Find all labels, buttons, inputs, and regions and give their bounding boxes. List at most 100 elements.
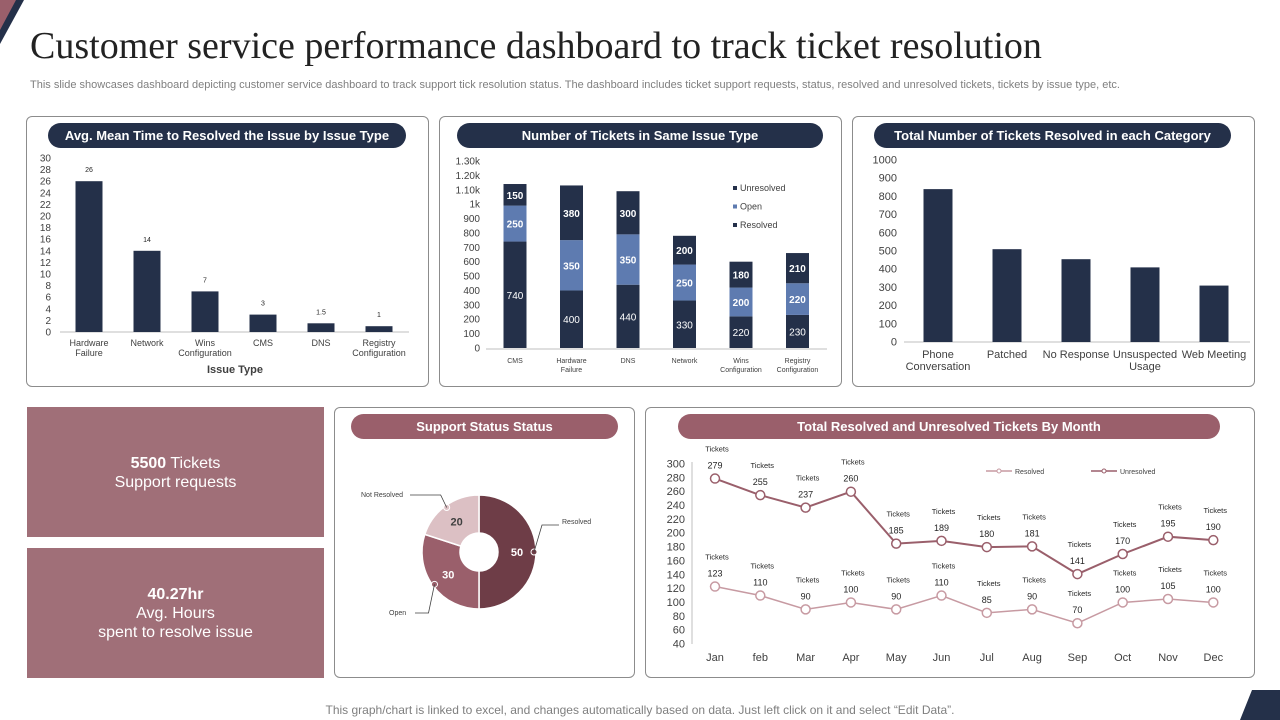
- data-point-tag: Tickets: [1158, 503, 1182, 512]
- y-tick-label: 2: [45, 316, 51, 327]
- segment-value-label: 220: [733, 328, 750, 339]
- bar-value-label: 3: [261, 301, 265, 308]
- y-tick-label: 6: [45, 293, 51, 304]
- data-point-tag: Tickets: [751, 461, 775, 470]
- data-value-label: 85: [982, 595, 992, 605]
- data-value-label: 190: [1206, 522, 1221, 532]
- data-point-tag: Tickets: [1068, 589, 1092, 598]
- y-tick-label: 80: [673, 611, 685, 623]
- y-tick-label: 1.30k: [456, 157, 481, 168]
- data-value-label: 100: [1206, 584, 1221, 594]
- data-value-label: 141: [1070, 556, 1085, 566]
- y-tick-label: 140: [667, 569, 685, 581]
- data-point-tag: Tickets: [796, 474, 820, 483]
- x-tick-label: Phone: [922, 349, 954, 361]
- data-point: [1026, 604, 1038, 615]
- data-point-tag: Tickets: [977, 579, 1001, 588]
- data-point: [755, 489, 766, 501]
- data-value-label: 100: [1115, 584, 1130, 594]
- y-tick-label: 1.10k: [456, 185, 481, 196]
- x-tick-label: Registry: [785, 358, 811, 365]
- bar: [365, 326, 393, 332]
- y-tick-label: 60: [673, 625, 685, 637]
- y-tick-label: 800: [879, 191, 897, 203]
- data-point-tag: Tickets: [1022, 575, 1046, 584]
- x-tick-label: Oct: [1114, 652, 1131, 664]
- x-tick-label: Hardware: [556, 358, 586, 365]
- data-point-tag: Tickets: [977, 513, 1001, 522]
- bar-value-label: 1.5: [316, 309, 326, 316]
- data-point-tag: Tickets: [1022, 512, 1046, 521]
- x-tick-label: Jan: [706, 652, 724, 664]
- x-tick-label: Network: [130, 338, 164, 348]
- x-tick-label: Patched: [987, 349, 1027, 361]
- bar-value-label: 14: [143, 237, 151, 244]
- y-tick-label: 12: [40, 258, 52, 269]
- data-value-label: 123: [707, 569, 722, 579]
- segment-value-label: 440: [620, 312, 637, 323]
- bar: [923, 189, 953, 342]
- data-value-label: 90: [1027, 591, 1037, 601]
- x-tick-label: CMS: [253, 338, 273, 348]
- data-point: [936, 535, 947, 547]
- stack-segment: [503, 241, 527, 348]
- data-point-tag: Tickets: [705, 553, 729, 562]
- bar: [1061, 259, 1091, 342]
- resolved-category-panel: 0 100 200 300 400 500 600 700 800 900 1000 Phone Con…: [852, 116, 1255, 387]
- segment-value-label: 300: [620, 209, 637, 220]
- y-tick-label: 200: [879, 300, 897, 312]
- resolved-category-title: Total Number of Tickets Resolved in each…: [874, 123, 1231, 148]
- y-tick-label: 1k: [469, 200, 481, 211]
- data-point-tag: Tickets: [1113, 568, 1137, 577]
- x-tick-label: Hardware: [69, 338, 108, 348]
- stack-segment: [560, 290, 583, 348]
- slice-value-label: 30: [442, 569, 454, 581]
- avg-time-chart: 02468101214161820222426283026HardwareFai…: [40, 154, 409, 376]
- data-point: [1117, 597, 1128, 608]
- support-status-chart: 50 30 20 Resolved Open Not Resolved: [361, 492, 591, 617]
- y-tick-label: 30: [40, 154, 52, 165]
- segment-value-label: 220: [789, 295, 806, 306]
- segment-value-label: 210: [789, 264, 806, 275]
- y-tick-label: 200: [667, 528, 685, 540]
- x-tick-label: DNS: [621, 358, 636, 365]
- bar-value-label: 26: [85, 167, 93, 174]
- y-tick-label: 120: [667, 583, 685, 595]
- data-point-tag: Tickets: [1204, 506, 1228, 515]
- data-point-tag: Tickets: [751, 562, 775, 571]
- x-tick-label: DNS: [311, 338, 330, 348]
- y-tick-label: 1.20k: [456, 171, 481, 182]
- data-value-label: 110: [934, 578, 948, 588]
- bar: [133, 250, 161, 332]
- slice-value-label: 50: [511, 547, 523, 559]
- bar: [1130, 267, 1160, 342]
- stack-segment: [786, 283, 809, 315]
- x-tick-label: Web Meeting: [1182, 349, 1247, 361]
- bar: [1199, 285, 1229, 342]
- data-point-tag: Tickets: [1113, 520, 1137, 529]
- legend-swatch: [733, 186, 737, 190]
- y-tick-label: 800: [463, 228, 480, 239]
- data-point-tag: Tickets: [1158, 565, 1182, 574]
- bar-value-label: 1: [377, 312, 381, 319]
- donut-slice: [478, 494, 537, 610]
- data-point: [709, 581, 721, 592]
- segment-value-label: 740: [507, 291, 524, 302]
- monthly-panel: 40 60 80 100 120 140 160 180 200 220 240 260 280 300 J…: [645, 407, 1255, 678]
- y-tick-label: 8: [45, 281, 51, 292]
- y-tick-label: 400: [879, 264, 897, 276]
- y-tick-label: 1000: [873, 155, 897, 167]
- data-point: [1072, 617, 1083, 629]
- bar: [992, 249, 1022, 342]
- data-point-tag: Tickets: [886, 575, 910, 584]
- y-tick-label: 16: [40, 235, 52, 246]
- data-point: [845, 597, 857, 608]
- bar: [307, 323, 335, 332]
- bar-value-label: 7: [203, 277, 207, 284]
- data-value-label: 100: [843, 584, 858, 594]
- y-tick-label: 220: [667, 514, 685, 526]
- avg-time-panel: 0 2 4 6 8 10 12 14 16 18 20 22 24 26 28 30 26 Hardware Fai…: [26, 116, 429, 387]
- y-tick-label: 300: [463, 300, 480, 311]
- same-issue-title: Number of Tickets in Same Issue Type: [457, 123, 823, 148]
- stack-segment: [673, 300, 696, 348]
